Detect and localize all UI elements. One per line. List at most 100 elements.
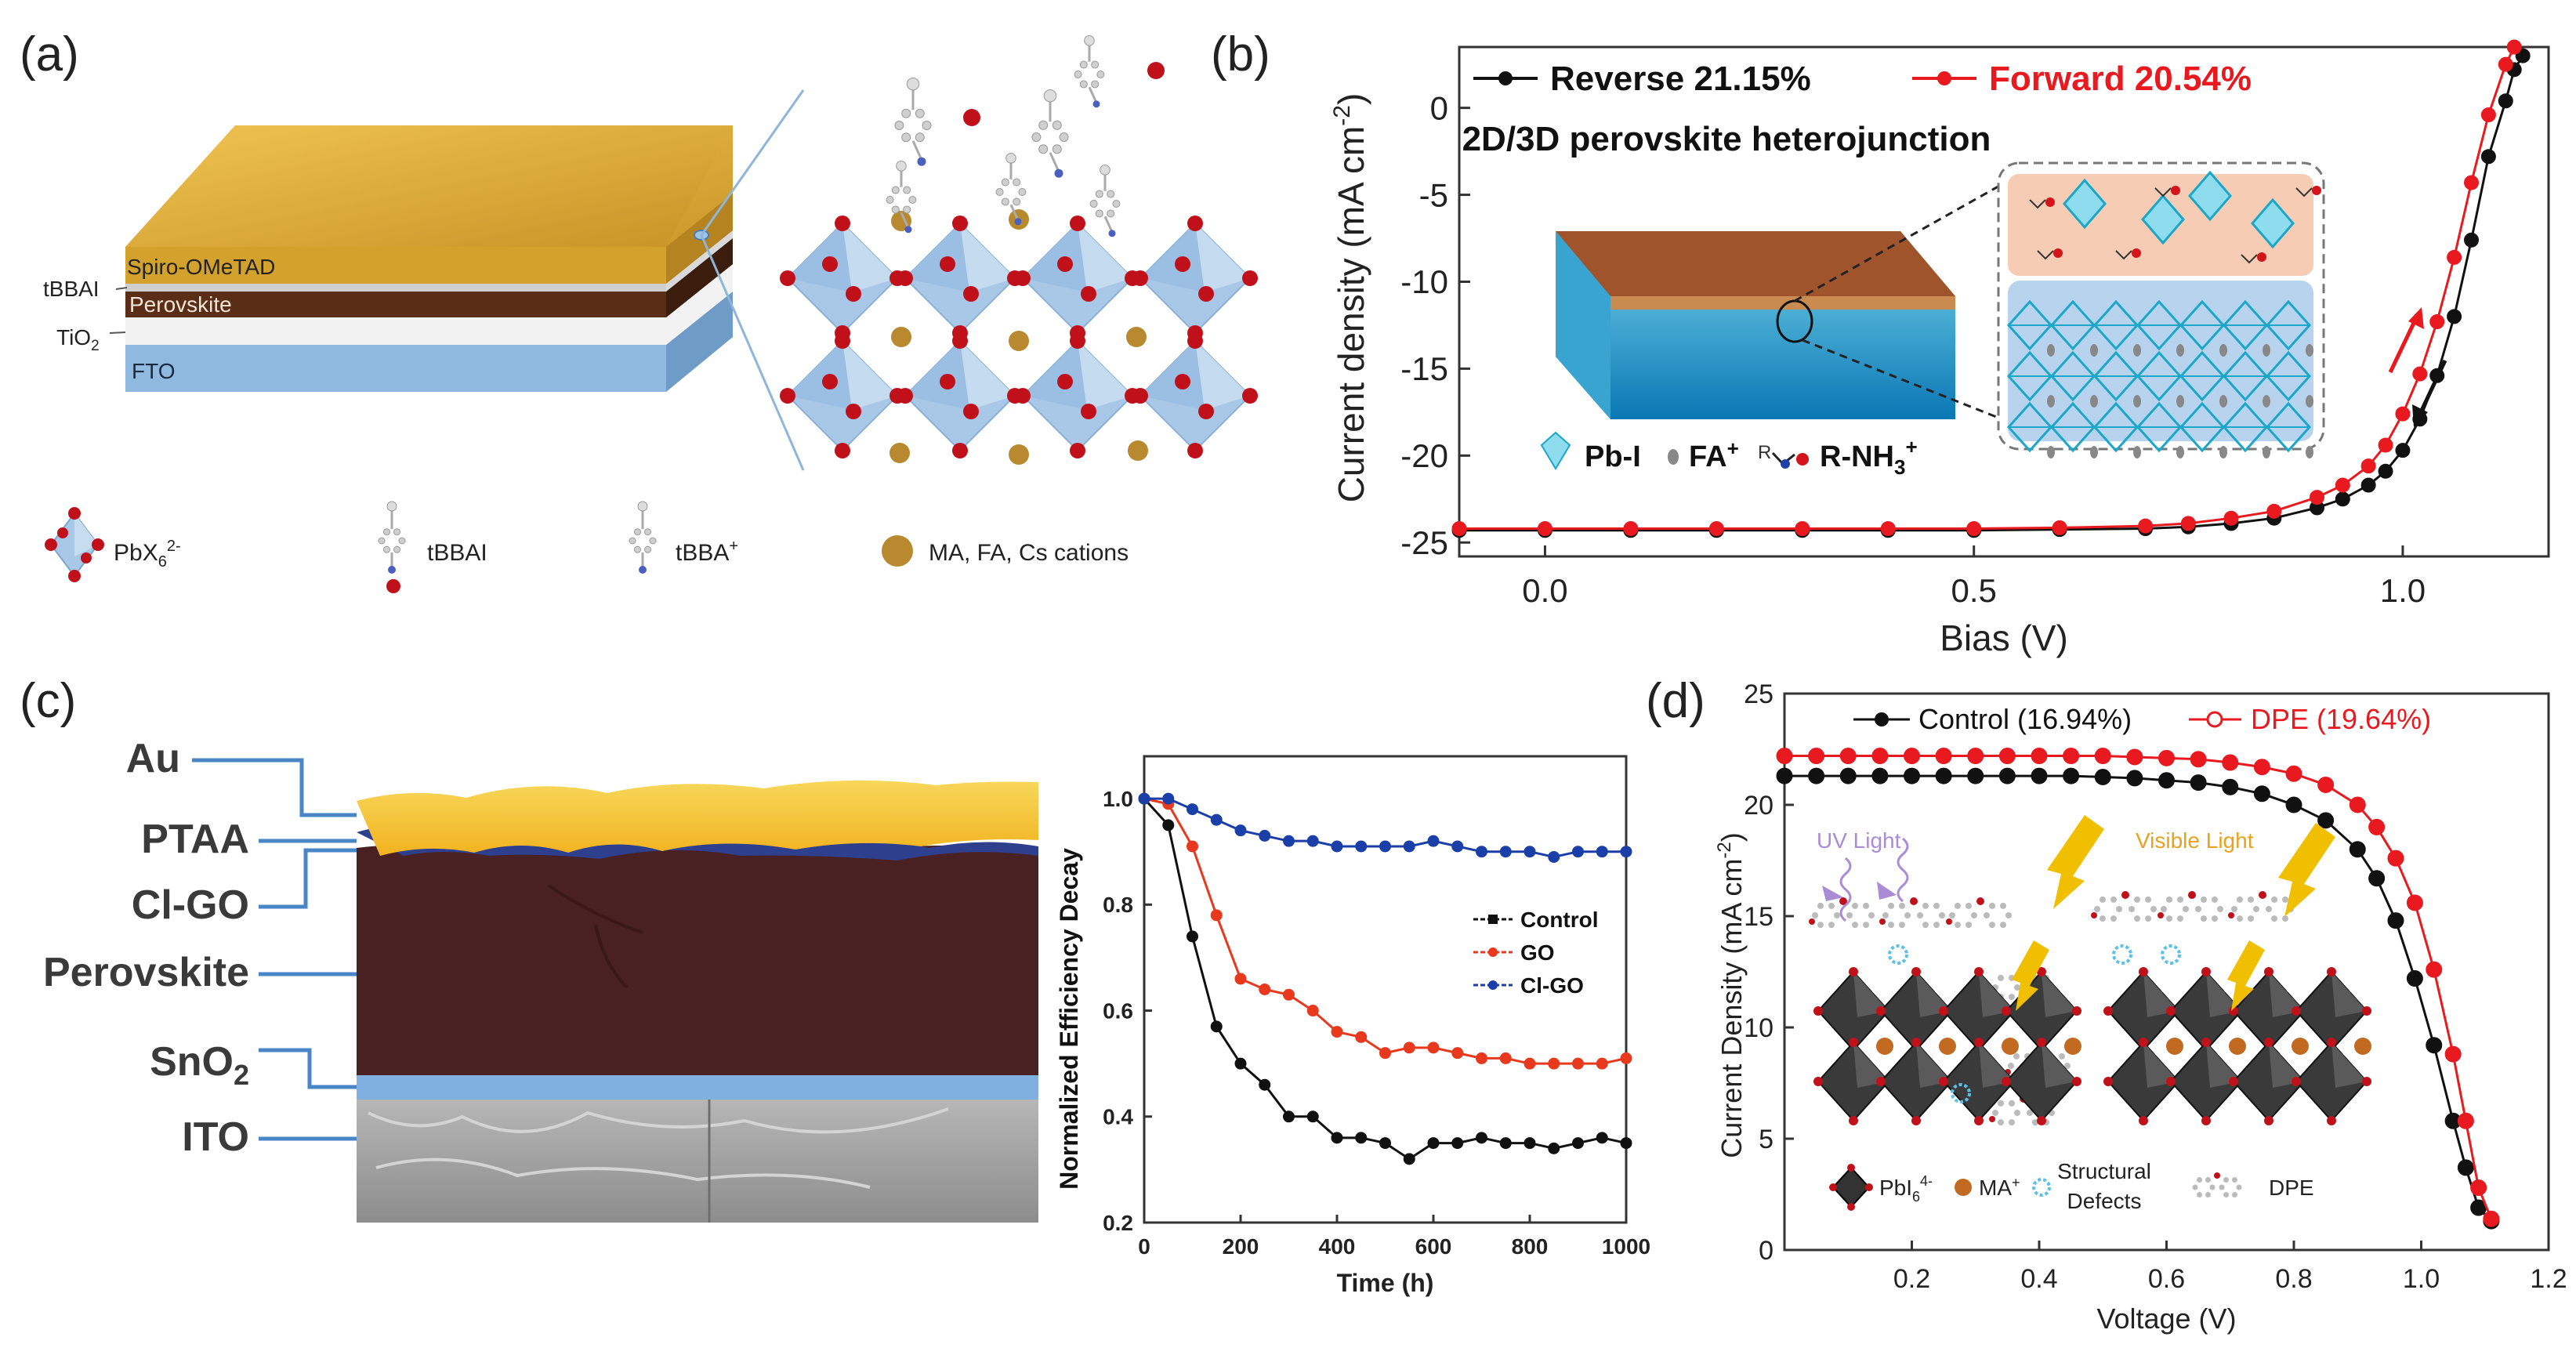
atom: [891, 186, 900, 194]
iodide: [2362, 1077, 2371, 1086]
fa-cation: [2263, 344, 2270, 357]
lattice-octahedron: [2092, 299, 2139, 351]
structural-defect: [2161, 944, 2181, 965]
data-point: [1355, 1031, 1368, 1043]
data-point: [1283, 1110, 1295, 1123]
bond: [1088, 86, 1098, 103]
rnh3: [2312, 186, 2321, 195]
dpe-atom: [2217, 906, 2223, 912]
dpe-atom: [2000, 902, 2006, 909]
atom: [383, 528, 390, 536]
dpe-atom: [2145, 896, 2151, 903]
octa-face: [2331, 972, 2367, 1017]
pbx6-icon: [45, 507, 104, 582]
atom: [1091, 60, 1100, 69]
atom: [891, 205, 900, 214]
inset-legend-r: R: [1758, 442, 1771, 463]
dpe-atom: [2237, 915, 2243, 922]
iodide: [1813, 1077, 1823, 1086]
fa-cation: [2176, 446, 2184, 458]
anion: [952, 443, 968, 458]
data-point: [1904, 748, 1920, 765]
legend-marker-dpe: [2206, 711, 2223, 728]
data-point: [2063, 767, 2080, 784]
ma-cation: [2292, 1038, 2309, 1055]
data-point: [2387, 850, 2404, 867]
dpe-atom: [1971, 912, 1977, 918]
data-point: [1880, 521, 1896, 537]
octahedron-face: [1078, 223, 1132, 292]
legend-marker-reverse: [1498, 71, 1513, 85]
atom: [393, 545, 400, 553]
data-point: [1451, 1047, 1464, 1060]
dpe-atom: [1949, 912, 1955, 918]
data-point: [1967, 767, 1984, 784]
anion: [897, 270, 913, 286]
series-line-1: [1459, 46, 2516, 531]
legend-pbx6: PbX62-: [114, 538, 181, 571]
dpe-atom: [2205, 1176, 2211, 1183]
ma-cation: [2002, 1038, 2019, 1055]
dpe-atom: [1899, 902, 1905, 909]
dpe-atom: [1917, 912, 1923, 918]
anion: [1242, 270, 1258, 286]
anion: [822, 256, 838, 272]
dpe-molecule-icon: [2192, 1172, 2242, 1198]
dpe-atom: [2197, 1192, 2202, 1198]
dpe-oxygen: [2188, 891, 2196, 899]
panel-a: (a) Spiro-OMeTAD tBBAI Perovskite TiO2 F…: [20, 27, 1258, 593]
dpe-atom: [2232, 1192, 2237, 1198]
x-tick-label: 1.2: [2530, 1264, 2567, 1294]
ito-region: [357, 1093, 1038, 1223]
fa-cation: [2176, 395, 2184, 408]
octahedron-face: [1023, 341, 1087, 410]
data-point: [1138, 792, 1150, 805]
atom: [1079, 80, 1088, 89]
iodide: [1876, 1006, 1886, 1016]
dpe-atom: [1992, 1110, 1998, 1116]
rnh3: [2132, 248, 2141, 258]
lattice-octahedron: [2222, 401, 2269, 453]
dpe-atom: [2266, 906, 2272, 912]
inset-lattice: [2006, 170, 2321, 458]
panel-c-label: (c): [20, 674, 76, 728]
data-point: [1283, 988, 1295, 1001]
legend-reverse: Reverse 21.15%: [1550, 60, 1811, 98]
y-tick-label: -25: [1400, 524, 1448, 561]
dpe-atom: [2166, 915, 2172, 922]
x-tick-label: 0.4: [2020, 1264, 2057, 1294]
reverse-arrow: [2418, 359, 2447, 415]
panel-b: (b) Current density (mA cm-2) 0.0 0.5 1.00…: [1211, 27, 2550, 658]
data-point: [1234, 824, 1247, 837]
ma-cation: [2229, 1038, 2246, 1055]
anion: [1198, 404, 1214, 419]
atom: [629, 537, 636, 545]
data-point: [2126, 748, 2143, 766]
legend-defects-2: Defects: [2067, 1189, 2142, 1213]
octa-face: [1916, 1042, 1951, 1088]
atom: [1084, 35, 1095, 46]
anion: [940, 256, 955, 272]
y-tick-label: -15: [1400, 350, 1448, 387]
data-point: [1966, 521, 1982, 537]
data-point: [2447, 249, 2462, 265]
iodide: [2264, 967, 2273, 976]
dpe-atom: [2134, 915, 2140, 922]
data-point: [2498, 56, 2513, 72]
structural-defect: [1888, 944, 1908, 965]
dpe-atom: [2177, 896, 2183, 903]
anion: [1081, 404, 1096, 419]
anion: [1132, 270, 1148, 286]
iodide: [2103, 1077, 2113, 1086]
data-point: [2222, 754, 2239, 771]
data-point: [2426, 961, 2443, 978]
anion: [963, 286, 979, 302]
legend-dpe-series: DPE (19.64%): [2251, 703, 2431, 735]
octa-face: [2269, 1042, 2304, 1088]
atom: [398, 537, 406, 545]
data-point: [2395, 443, 2411, 458]
data-point: [2470, 1179, 2487, 1196]
dpe-atom: [2248, 915, 2254, 922]
cation-icon: [882, 535, 913, 567]
data-point: [1499, 1052, 1512, 1064]
